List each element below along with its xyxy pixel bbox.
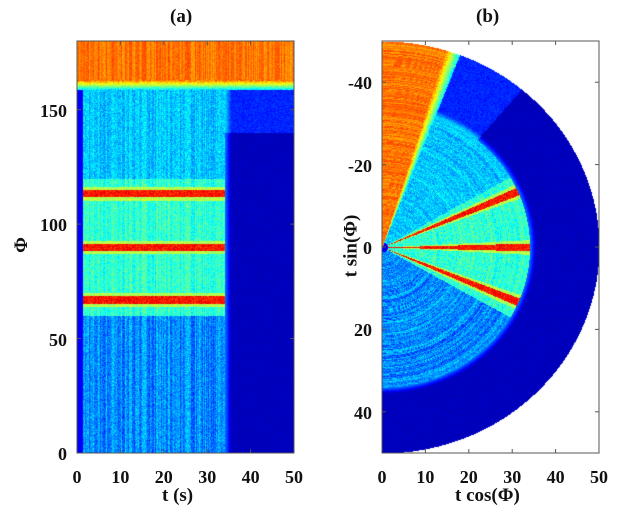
panel-a-xtick-label: 20 <box>154 467 173 487</box>
panel-a-heatmap <box>77 41 294 453</box>
panel-b-title: (b) <box>476 6 500 27</box>
panel-b-polar-heatmap <box>382 41 599 453</box>
panel-a-xtick-label: 0 <box>72 467 82 487</box>
panel-b-xtick-label: 30 <box>503 467 522 487</box>
panel-a-title: (a) <box>170 6 193 27</box>
panel-b-xtick-label: 20 <box>459 467 478 487</box>
panel-a-ytick-label: 0 <box>58 444 67 464</box>
panel-a-ylabel: Φ <box>10 237 32 253</box>
panel-b-xtick-label: 0 <box>377 467 387 487</box>
panel-a-xtick-label: 30 <box>198 467 217 487</box>
panel-b-ylabel: t sin(Φ) <box>340 214 362 278</box>
panel-b-xtick-label: 10 <box>416 467 435 487</box>
panel-b-xtick-label: 50 <box>590 467 608 487</box>
panel-a-frame <box>76 40 295 454</box>
panel-a-xtick-label: 50 <box>285 467 303 487</box>
panel-a-ytick-label: 50 <box>49 329 67 350</box>
panel-b-xtick-label: 40 <box>546 467 565 487</box>
panel-a-xtick-label: 40 <box>241 467 260 487</box>
panel-a-xtick-label: 10 <box>111 467 130 487</box>
panel-b-xlabel: t cos(Φ) <box>455 485 520 506</box>
panel-b-ytick-label: -20 <box>348 155 372 176</box>
panel-a-xlabel: t (s) <box>162 485 194 506</box>
panel-b-frame <box>381 40 600 454</box>
panel-a-ytick-label: 100 <box>40 215 67 236</box>
panel-b-ytick-label: -40 <box>348 73 372 94</box>
panel-b-ytick-label: 40 <box>354 402 372 423</box>
panel-b-ytick-label: 0 <box>363 238 372 258</box>
panel-b-ytick-label: 20 <box>354 320 372 341</box>
panel-a-ytick-label: 150 <box>40 100 67 121</box>
